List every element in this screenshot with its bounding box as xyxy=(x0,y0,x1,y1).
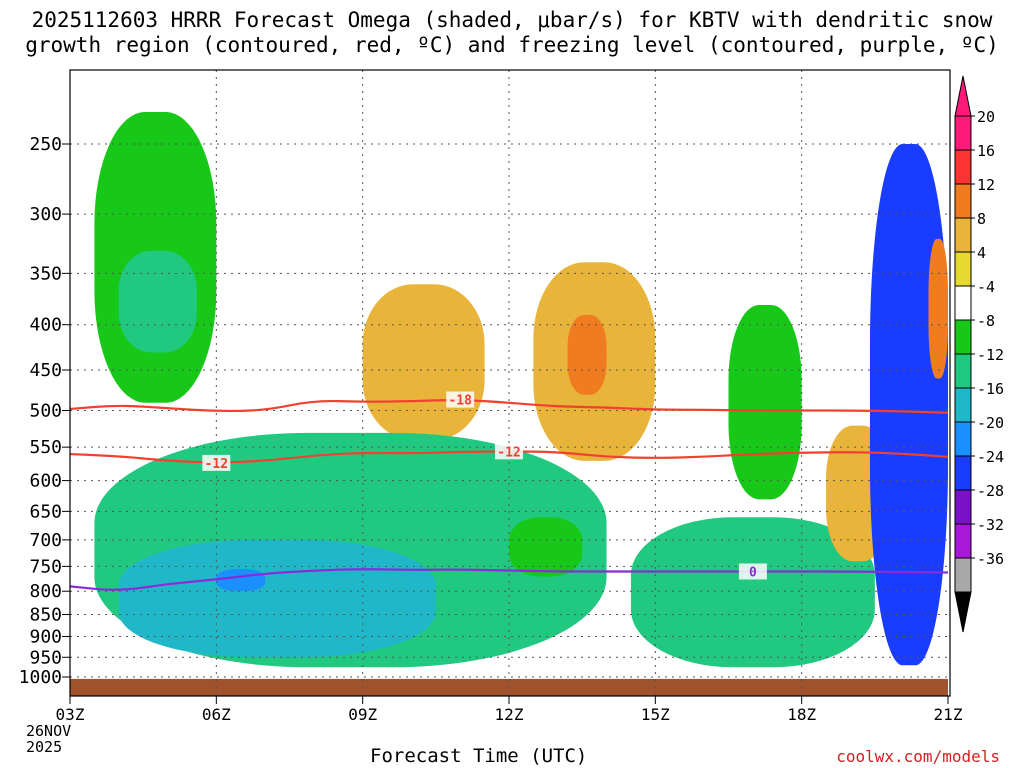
colorbar-segment-13 xyxy=(954,557,972,593)
start-date-year: 2025 xyxy=(26,738,63,756)
y-tick-label-700: 700 xyxy=(29,530,62,551)
y-tick-label-800: 800 xyxy=(29,581,62,602)
credit-text: coolwx.com/models xyxy=(836,747,1000,766)
y-tick-label-1000: 1000 xyxy=(19,667,62,688)
colorbar-segment-6 xyxy=(954,319,972,355)
contour-label-0: -18 xyxy=(448,394,472,409)
colorbar-segment-3 xyxy=(954,217,972,253)
colorbar-label-7: -12 xyxy=(977,346,1004,364)
colorbar-segment-7 xyxy=(954,353,972,389)
colorbar-label-12: -32 xyxy=(977,516,1004,534)
y-tick-label-550: 550 xyxy=(29,437,62,458)
x-tick-label-15Z: 15Z xyxy=(641,705,670,724)
colorbar-label-8: -16 xyxy=(977,380,1004,398)
start-date-label: 26NOV 2025 xyxy=(26,723,71,755)
y-tick-label-400: 400 xyxy=(29,315,62,336)
x-tick-label-12Z: 12Z xyxy=(495,705,524,724)
contour-label-1: -12 xyxy=(205,457,228,472)
y-tick-label-450: 450 xyxy=(29,360,62,381)
omega-region-10 xyxy=(630,517,875,668)
omega-region-1 xyxy=(118,250,197,353)
colorbar-bottom-arrow xyxy=(954,591,972,633)
contours-group: -18 -12 0 -12 xyxy=(70,391,949,591)
x-tick-label-06Z: 06Z xyxy=(202,705,231,724)
colorbar-label-6: -8 xyxy=(977,312,995,330)
colorbar-label-11: -28 xyxy=(977,482,1004,500)
contour-label-2: 0 xyxy=(749,565,757,580)
contour-label-bg-2 xyxy=(738,563,767,580)
colorbar-segment-8 xyxy=(954,387,972,423)
y-tick-label-600: 600 xyxy=(29,471,62,492)
colorbar-label-5: -4 xyxy=(977,278,995,296)
omega-region-5 xyxy=(728,304,802,500)
colorbar-segment-0 xyxy=(954,115,972,151)
y-tick-label-250: 250 xyxy=(29,134,62,155)
omega-region-13 xyxy=(928,238,948,379)
omega-region-8 xyxy=(216,568,266,592)
colorbar-segment-1 xyxy=(954,149,972,185)
y-tick-label-300: 300 xyxy=(29,204,62,225)
colorbar-label-0: 20 xyxy=(977,108,995,126)
colorbar-label-10: -24 xyxy=(977,448,1004,466)
y-tick-label-850: 850 xyxy=(29,605,62,626)
colorbar-segment-10 xyxy=(954,455,972,491)
x-axis-label: Forecast Time (UTC) xyxy=(370,745,588,767)
y-tick-label-500: 500 xyxy=(29,401,62,422)
contour-0 xyxy=(70,399,949,414)
colorbar-label-3: 8 xyxy=(977,210,986,228)
omega-region-7 xyxy=(118,539,436,658)
start-date-day: 26NOV xyxy=(26,722,72,740)
colorbar-segment-12 xyxy=(954,523,972,559)
chart-title-line2: growth region (contoured, red, ºC) and f… xyxy=(25,33,999,57)
y-tick-label-900: 900 xyxy=(29,626,62,647)
colorbar-top-arrow xyxy=(954,75,972,117)
omega-region-4 xyxy=(567,314,607,395)
omega-region-9 xyxy=(509,517,583,577)
x-tick-label-18Z: 18Z xyxy=(787,705,816,724)
x-tick-label-21Z: 21Z xyxy=(934,705,963,724)
colorbar-segment-2 xyxy=(954,183,972,219)
omega-region-2 xyxy=(362,284,485,441)
colorbar-segment-11 xyxy=(954,489,972,525)
y-axis: 2503003504004505005506006507007508008509… xyxy=(19,134,70,688)
y-tick-label-350: 350 xyxy=(29,263,62,284)
plot-frame xyxy=(69,69,951,697)
chart-title-line1: 2025112603 HRRR Forecast Omega (shaded, … xyxy=(31,8,993,32)
colorbar-label-2: 12 xyxy=(977,176,995,194)
contour-label-bg-1 xyxy=(202,454,231,471)
omega-region-12 xyxy=(869,144,948,666)
colorbar-label-4: 4 xyxy=(977,244,986,262)
colorbar-segment-9 xyxy=(954,421,972,457)
y-tick-label-950: 950 xyxy=(29,647,62,668)
contour-2 xyxy=(70,568,949,591)
colorbar-segment-4 xyxy=(954,251,972,287)
colorbar: 20 16 12 8 4 -4 -8 -12 -16 -20 -24 -28 -32 -36 xyxy=(954,75,1004,633)
colorbar-segment-5 xyxy=(954,285,972,321)
colorbar-label-1: 16 xyxy=(977,142,995,160)
x-tick-label-09Z: 09Z xyxy=(348,705,377,724)
contour-label-bg-0 xyxy=(446,391,475,408)
y-tick-label-750: 750 xyxy=(29,556,62,577)
x-axis: 03Z 06Z 09Z 12Z 15Z 18Z 21Z xyxy=(56,696,963,724)
colorbar-label-9: -20 xyxy=(977,414,1004,432)
x-tick-label-03Z: 03Z xyxy=(56,705,85,724)
contour-1 xyxy=(70,450,949,464)
contour-label-1b: -12 xyxy=(497,445,520,460)
y-tick-label-650: 650 xyxy=(29,501,62,522)
contour-label-bg-1b xyxy=(495,443,523,460)
colorbar-label-13: -36 xyxy=(977,550,1004,568)
